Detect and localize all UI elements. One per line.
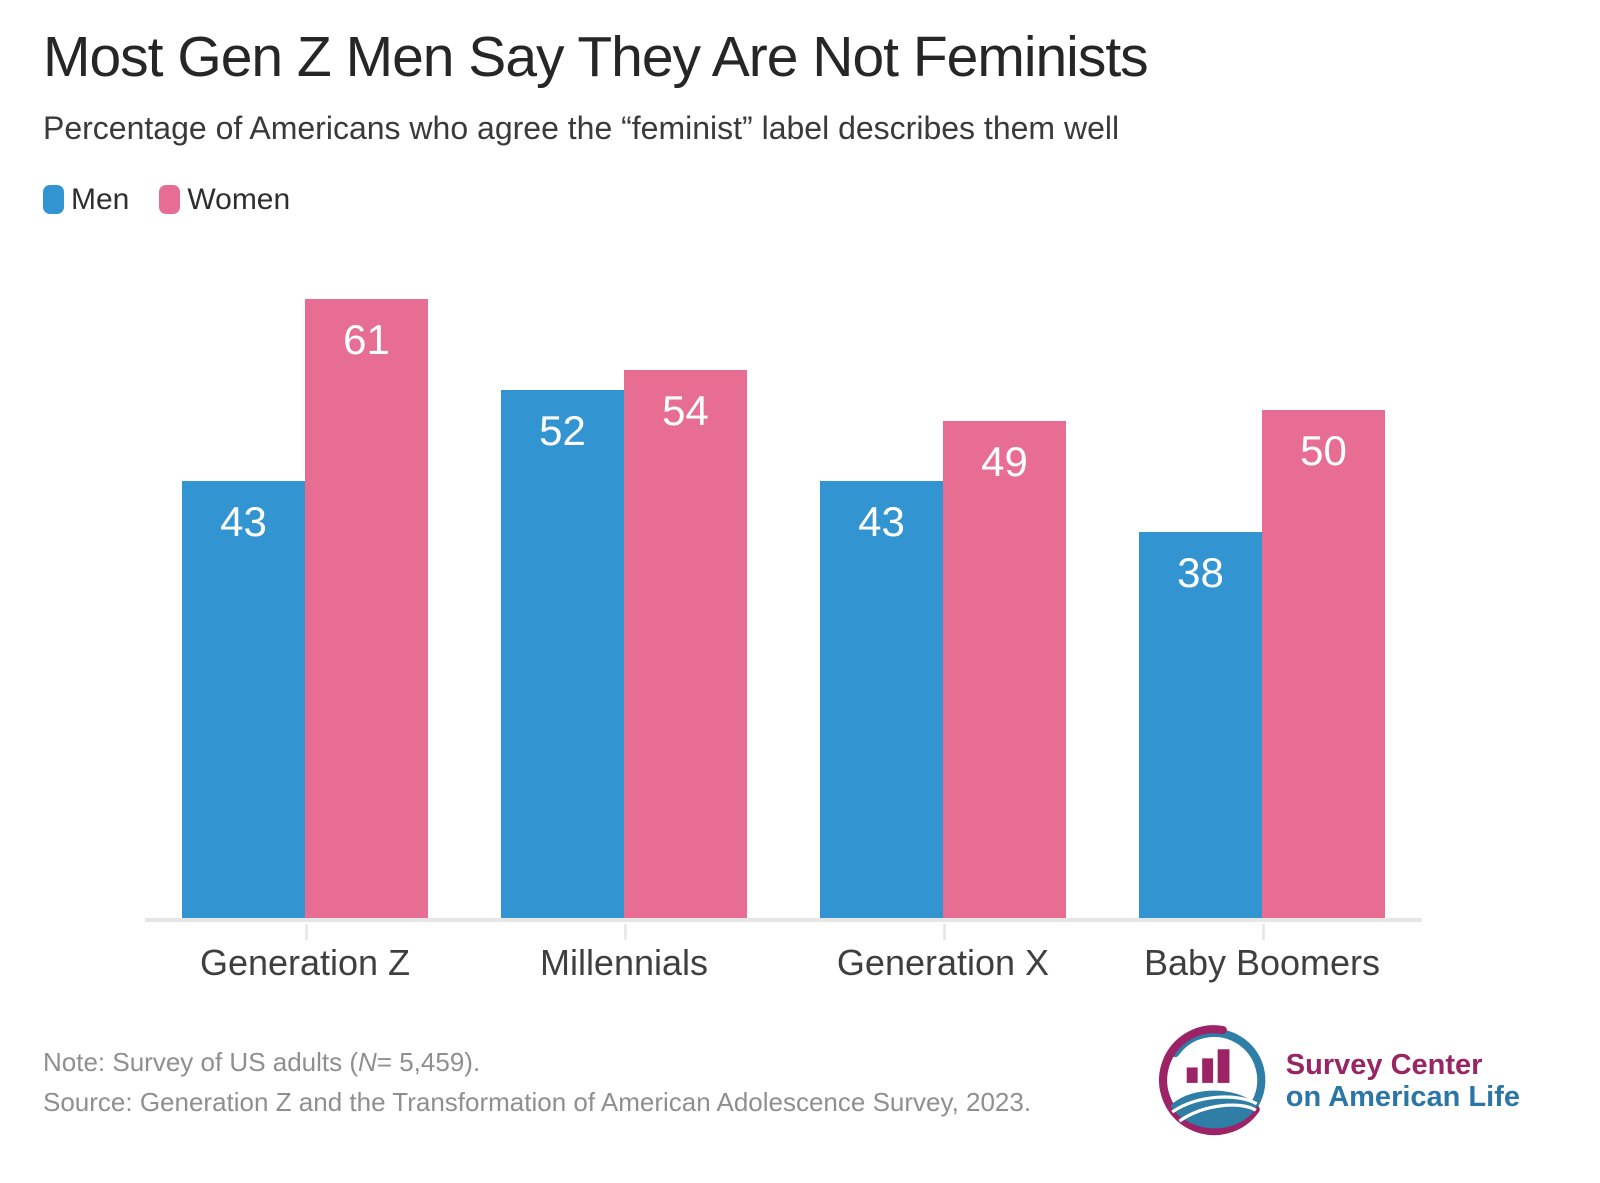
x-axis-tick xyxy=(624,923,627,940)
legend-item-women: Women xyxy=(159,183,290,217)
legend: Men Women xyxy=(43,183,1557,217)
bar-value-label-men-generation-z: 43 xyxy=(220,497,267,545)
bar-value-label-women-baby-boomers: 50 xyxy=(1300,426,1347,474)
bar-value-label-men-millennials: 52 xyxy=(539,406,586,454)
women-color-swatch xyxy=(159,185,181,215)
x-axis-label-generation-z: Generation Z xyxy=(199,941,411,983)
bar-value-label-men-baby-boomers: 38 xyxy=(1177,548,1224,596)
x-axis-tick xyxy=(305,923,308,940)
x-axis-labels: Generation Z Millennials Generation X Baby … xyxy=(145,942,1422,984)
logo-line1: Survey Center xyxy=(1285,1049,1483,1082)
bar-women-generation-x: 49 xyxy=(943,420,1066,918)
bar-men-generation-z: 43 xyxy=(182,480,305,918)
logo: Survey Center on American Life xyxy=(1154,1022,1520,1142)
source-text: Source: Generation Z and the Transformat… xyxy=(43,1087,1032,1117)
bar-value-label-women-generation-z: 61 xyxy=(343,315,390,363)
survey-center-logo-icon xyxy=(1158,1025,1266,1136)
bar-women-baby-boomers: 50 xyxy=(1262,409,1385,918)
footer: Note: Survey of US adults (N= 5,459). So… xyxy=(0,1022,1600,1142)
legend-label-women: Women xyxy=(187,182,291,216)
chart-subtitle: Percentage of Americans who agree the “f… xyxy=(43,109,1120,146)
bar-group-millennials: 52 54 xyxy=(501,369,747,940)
bar-value-label-women-generation-x: 49 xyxy=(981,437,1028,485)
bar-chart-plot-area: 43 61 52 54 43 49 38 50 xyxy=(145,252,1422,940)
bar-group-generation-x: 43 49 xyxy=(820,420,1066,940)
note-text: Note: Survey of US adults (N= 5,459). xyxy=(43,1046,481,1077)
bar-women-millennials: 54 xyxy=(624,369,747,918)
bar-group-generation-z: 43 61 xyxy=(182,298,428,940)
bar-men-baby-boomers: 38 xyxy=(1139,531,1262,918)
men-color-swatch xyxy=(43,185,64,215)
bar-group-baby-boomers: 38 50 xyxy=(1139,409,1385,940)
bar-value-label-men-generation-x: 43 xyxy=(858,497,905,545)
x-axis-label-generation-x: Generation X xyxy=(836,941,1050,983)
bar-value-label-women-millennials: 54 xyxy=(662,386,709,434)
bar-men-millennials: 52 xyxy=(501,389,624,918)
logo-wordmark: Survey Center on American Life xyxy=(1285,1049,1520,1114)
x-axis-label-baby-boomers: Baby Boomers xyxy=(1143,941,1381,983)
bar-women-generation-z: 61 xyxy=(305,298,428,918)
legend-item-men: Men xyxy=(43,183,129,217)
x-axis-tick xyxy=(943,923,946,940)
chart-title: Most Gen Z Men Say They Are Not Feminist… xyxy=(43,25,1149,89)
legend-label-men: Men xyxy=(71,182,130,216)
bar-men-generation-x: 43 xyxy=(820,480,943,918)
chart-notes: Note: Survey of US adults (N= 5,459). So… xyxy=(43,1042,1031,1123)
x-axis-tick xyxy=(1262,923,1265,940)
logo-line2: on American Life xyxy=(1285,1081,1520,1113)
x-axis-label-millennials: Millennials xyxy=(539,941,709,983)
